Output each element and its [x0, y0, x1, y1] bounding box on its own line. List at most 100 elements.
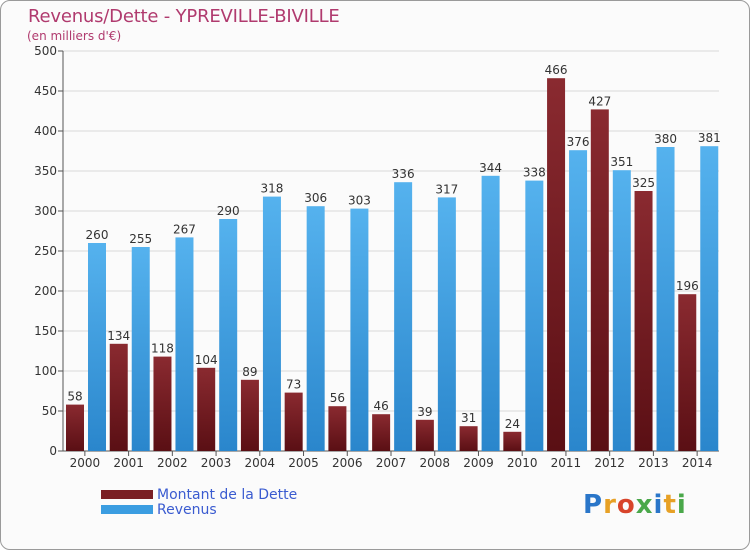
x-tick-label: 2005: [288, 456, 319, 470]
x-tick-label: 2003: [201, 456, 232, 470]
data-label-dette: 325: [632, 176, 655, 190]
data-label-dette: 73: [286, 378, 301, 392]
bar-revenus: [525, 180, 544, 451]
data-label-revenus: 318: [260, 182, 283, 196]
legend: Montant de la Dette Revenus: [101, 486, 298, 518]
data-label-dette: 134: [107, 329, 130, 343]
bar-revenus: [350, 208, 369, 451]
bar-revenus: [88, 243, 106, 451]
y-tick-label: 300: [34, 204, 57, 218]
bar-dette: [503, 431, 522, 451]
data-label-revenus: 338: [523, 166, 546, 180]
legend-item-dette: Montant de la Dette: [101, 486, 298, 503]
data-label-revenus: 290: [217, 204, 240, 218]
bar-revenus: [700, 146, 719, 451]
x-tick-label: 2001: [113, 456, 144, 470]
data-label-revenus: 381: [698, 131, 721, 145]
bar-dette: [590, 109, 609, 452]
bar-dette: [66, 404, 84, 451]
bar-dette: [372, 414, 391, 451]
data-label-dette: 89: [242, 365, 257, 379]
x-tick-label: 2000: [70, 456, 101, 470]
data-label-dette: 39: [417, 405, 432, 419]
bar-dette: [678, 294, 697, 451]
bar-dette: [284, 392, 303, 451]
legend-label-dette: Montant de la Dette: [157, 486, 298, 503]
y-tick-label: 0: [49, 444, 57, 458]
y-tick-label: 350: [34, 164, 57, 178]
y-tick-label: 100: [34, 364, 57, 378]
bar-revenus: [219, 219, 238, 451]
legend-label-revenus: Revenus: [157, 501, 217, 518]
y-tick-label: 500: [34, 44, 57, 58]
bar-revenus: [262, 196, 281, 451]
data-label-revenus: 380: [654, 132, 677, 146]
bar-dette: [634, 191, 653, 451]
data-label-dette: 58: [67, 390, 82, 404]
logo-letter: o: [616, 490, 636, 520]
data-label-dette: 118: [151, 342, 174, 356]
bar-revenus: [437, 197, 456, 451]
legend-item-revenus: Revenus: [101, 501, 297, 518]
data-label-revenus: 267: [173, 222, 196, 236]
data-label-revenus: 306: [304, 191, 327, 205]
data-label-dette: 31: [461, 411, 476, 425]
chart-title: Revenus/Dette - YPREVILLE-BIVILLE: [28, 6, 340, 27]
data-label-revenus: 376: [567, 135, 590, 149]
bar-revenus: [131, 247, 150, 451]
data-label-revenus: 255: [129, 232, 152, 246]
y-tick-label: 50: [42, 404, 57, 418]
data-label-dette: 46: [373, 399, 388, 413]
data-label-revenus: 317: [435, 182, 458, 196]
bar-revenus: [569, 150, 588, 451]
proxiti-logo: Proxiti: [583, 490, 687, 520]
x-tick-label: 2010: [507, 456, 538, 470]
legend-swatch-revenus: [101, 505, 153, 514]
bar-dette: [328, 406, 347, 451]
y-tick-label: 250: [34, 244, 57, 258]
x-tick-label: 2011: [551, 456, 582, 470]
logo-letter: x: [635, 490, 654, 520]
bar-dette: [153, 356, 172, 451]
logo-letter: P: [583, 490, 604, 520]
y-tick-label: 400: [34, 124, 57, 138]
logo-letter: i: [676, 490, 687, 520]
chart-subtitle: (en milliers d'€): [27, 29, 122, 43]
x-tick-label: 2013: [638, 456, 669, 470]
data-label-dette: 24: [505, 417, 520, 431]
y-tick-label: 200: [34, 284, 57, 298]
logo-letter: i: [653, 490, 664, 520]
x-tick-label: 2004: [245, 456, 276, 470]
data-label-revenus: 303: [348, 194, 371, 208]
x-tick-label: 2007: [376, 456, 407, 470]
bar-dette: [547, 78, 566, 451]
data-label-dette: 104: [195, 353, 218, 367]
bar-revenus: [175, 237, 194, 451]
data-label-revenus: 344: [479, 161, 502, 175]
bar-revenus: [612, 170, 631, 451]
data-label-revenus: 260: [86, 228, 109, 242]
data-label-dette: 56: [330, 391, 345, 405]
y-tick-label: 150: [34, 324, 57, 338]
x-tick-label: 2009: [463, 456, 494, 470]
data-label-dette: 427: [588, 94, 611, 108]
bar-dette: [240, 379, 259, 451]
bar-dette: [415, 419, 434, 451]
bar-dette: [109, 343, 128, 451]
x-tick-label: 2014: [682, 456, 713, 470]
data-label-revenus: 336: [392, 167, 415, 181]
data-label-revenus: 351: [610, 155, 633, 169]
x-tick-label: 2002: [157, 456, 188, 470]
bar-dette: [459, 426, 478, 451]
logo-letter: t: [663, 490, 677, 520]
x-tick-label: 2006: [332, 456, 363, 470]
x-tick-label: 2008: [419, 456, 450, 470]
data-label-dette: 466: [545, 63, 568, 77]
bar-revenus: [656, 147, 675, 451]
data-label-dette: 196: [676, 279, 699, 293]
bar-revenus: [481, 175, 500, 452]
y-tick-label: 450: [34, 84, 57, 98]
logo-letter: r: [603, 490, 617, 520]
bar-revenus: [394, 182, 413, 451]
